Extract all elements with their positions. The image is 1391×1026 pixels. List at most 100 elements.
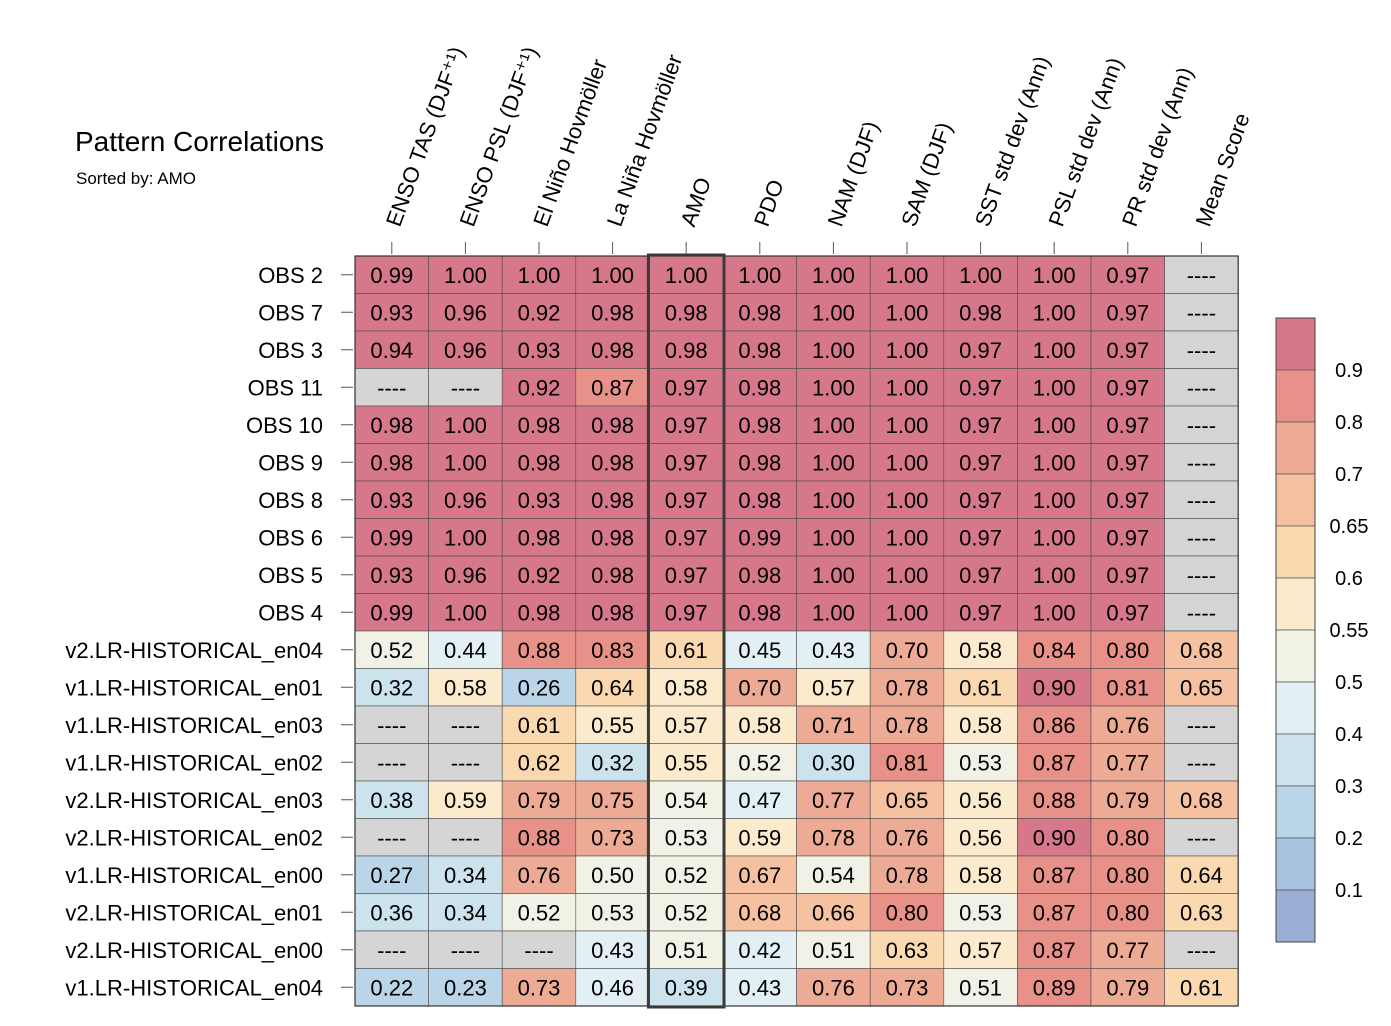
heatmap-cell bbox=[649, 893, 724, 932]
heatmap-cell bbox=[649, 293, 724, 332]
cell-value-label: 0.39 bbox=[665, 975, 708, 1000]
heatmap-cell bbox=[1090, 968, 1165, 1007]
heatmap-cell bbox=[354, 368, 429, 407]
missing-value-label: ---- bbox=[451, 938, 480, 963]
cell-value-label: 1.00 bbox=[812, 413, 855, 438]
cell-value-label: 0.97 bbox=[1106, 450, 1149, 475]
heatmap-cell bbox=[575, 518, 650, 557]
cell-value-label: 0.97 bbox=[959, 450, 1002, 475]
heatmap-cell bbox=[796, 780, 871, 819]
cell-value-label: 0.65 bbox=[886, 788, 929, 813]
cell-value-label: 0.99 bbox=[370, 600, 413, 625]
heatmap-cell bbox=[428, 780, 503, 819]
heatmap-cell bbox=[722, 930, 797, 969]
column-label: PR std dev (Ann) bbox=[1117, 64, 1198, 230]
cell-value-label: 0.46 bbox=[591, 975, 634, 1000]
heatmap-cell bbox=[428, 855, 503, 894]
cell-value-label: 1.00 bbox=[1033, 488, 1076, 513]
row-label: v1.LR-HISTORICAL_en02 bbox=[65, 750, 323, 775]
heatmap-cell bbox=[649, 668, 724, 707]
cell-value-label: 0.97 bbox=[1106, 600, 1149, 625]
colorbar-tick-label: 0.65 bbox=[1330, 516, 1369, 538]
colorbar-tick-label: 0.7 bbox=[1335, 464, 1363, 486]
cell-value-label: 0.51 bbox=[665, 938, 708, 963]
cell-value-label: 0.97 bbox=[665, 413, 708, 438]
heatmap-cell bbox=[575, 330, 650, 369]
heatmap-cell bbox=[1164, 480, 1239, 519]
heatmap-cell bbox=[1090, 518, 1165, 557]
missing-value-label: ---- bbox=[377, 750, 406, 775]
cell-value-label: 0.57 bbox=[959, 938, 1002, 963]
cell-value-label: 0.77 bbox=[1106, 938, 1149, 963]
colorbar-tick-label: 0.8 bbox=[1335, 412, 1363, 434]
cell-value-label: 1.00 bbox=[812, 375, 855, 400]
cell-value-label: 0.80 bbox=[1106, 863, 1149, 888]
cell-value-label: 0.52 bbox=[665, 900, 708, 925]
cell-value-label: 0.80 bbox=[1106, 638, 1149, 663]
heatmap-cell bbox=[1090, 330, 1165, 369]
heatmap-cell bbox=[649, 855, 724, 894]
heatmap-cell bbox=[649, 555, 724, 594]
cell-value-label: 0.98 bbox=[738, 600, 781, 625]
colorbar-tick-label: 0.2 bbox=[1335, 828, 1363, 850]
cell-value-label: 1.00 bbox=[886, 525, 929, 550]
heatmap-cell bbox=[501, 293, 577, 332]
missing-value-label: ---- bbox=[377, 938, 406, 963]
heatmap-cell bbox=[722, 555, 797, 594]
missing-value-label: ---- bbox=[451, 713, 480, 738]
heatmap-cell bbox=[1017, 818, 1092, 857]
cell-value-label: 0.47 bbox=[738, 788, 781, 813]
cell-value-label: 0.73 bbox=[886, 975, 929, 1000]
cell-value-label: 0.97 bbox=[665, 600, 708, 625]
heatmap-cell bbox=[869, 930, 945, 969]
cell-value-label: 1.00 bbox=[886, 338, 929, 363]
heatmap-cell bbox=[428, 968, 503, 1007]
cell-value-label: 0.43 bbox=[812, 638, 855, 663]
cell-value-label: 0.78 bbox=[886, 863, 929, 888]
cell-value-label: 0.97 bbox=[959, 563, 1002, 588]
heatmap-cell bbox=[943, 705, 1018, 744]
heatmap-cell bbox=[354, 780, 429, 819]
heatmap-cell bbox=[869, 593, 945, 632]
heatmap-cell bbox=[796, 630, 871, 669]
heatmap-cell bbox=[722, 818, 797, 857]
heatmap-cell bbox=[869, 855, 945, 894]
missing-value-label: ---- bbox=[451, 750, 480, 775]
heatmap-cell bbox=[575, 818, 650, 857]
heatmap-cell bbox=[354, 480, 429, 519]
cell-value-label: 0.68 bbox=[1180, 788, 1223, 813]
row-label: OBS 7 bbox=[258, 300, 323, 325]
column-label: SST std dev (Ann) bbox=[970, 53, 1055, 230]
cell-value-label: 0.70 bbox=[886, 638, 929, 663]
cell-value-label: 0.59 bbox=[444, 788, 487, 813]
colorbar-band bbox=[1275, 681, 1316, 735]
cell-value-label: 0.97 bbox=[1106, 563, 1149, 588]
cell-value-label: 0.78 bbox=[886, 675, 929, 700]
heatmap-cell bbox=[575, 893, 650, 932]
cell-value-label: 0.77 bbox=[812, 788, 855, 813]
cell-value-label: 0.58 bbox=[959, 713, 1002, 738]
colorbar-band bbox=[1275, 837, 1316, 891]
heatmap-cell bbox=[943, 818, 1018, 857]
cell-value-label: 0.77 bbox=[1106, 750, 1149, 775]
heatmap-cell bbox=[501, 330, 577, 369]
column-label: SAM (DJF) bbox=[896, 119, 957, 230]
cell-value-label: 0.55 bbox=[591, 713, 634, 738]
heatmap-cell bbox=[1090, 780, 1165, 819]
heatmap-cell bbox=[428, 668, 503, 707]
heatmap-cell bbox=[1017, 930, 1092, 969]
colorbar-frame bbox=[1275, 317, 1316, 943]
heatmap-frame bbox=[354, 255, 1239, 1007]
heatmap-cell bbox=[501, 930, 577, 969]
cell-value-label: 0.90 bbox=[1033, 825, 1076, 850]
heatmap-cell bbox=[1090, 368, 1165, 407]
heatmap-cell bbox=[1164, 930, 1239, 969]
cell-value-label: 0.53 bbox=[591, 900, 634, 925]
cell-value-label: 0.98 bbox=[738, 338, 781, 363]
cell-value-label: 1.00 bbox=[812, 488, 855, 513]
cell-value-label: 0.97 bbox=[665, 563, 708, 588]
heatmap-cell bbox=[1017, 518, 1092, 557]
cell-value-label: 0.97 bbox=[959, 375, 1002, 400]
cell-value-label: 0.59 bbox=[738, 825, 781, 850]
heatmap-cell bbox=[1017, 743, 1092, 782]
